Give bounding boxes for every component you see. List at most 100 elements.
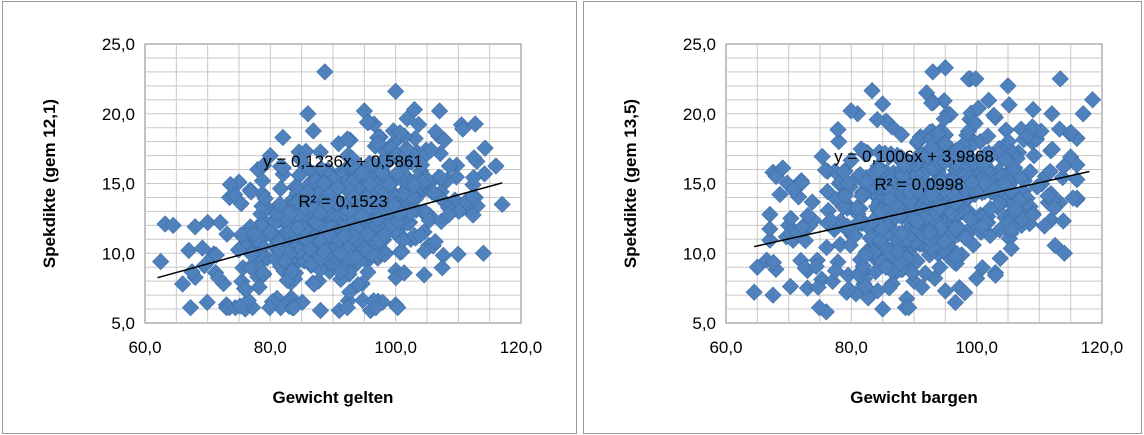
data-point [826, 262, 845, 280]
data-point [782, 209, 800, 228]
data-point [999, 77, 1017, 95]
data-point [338, 299, 356, 317]
data-point [1074, 105, 1092, 123]
plot-area [144, 43, 522, 324]
data-point [358, 113, 377, 131]
data-point [232, 226, 250, 244]
data-point [781, 277, 800, 296]
data-point [922, 186, 941, 204]
data-point [936, 282, 954, 300]
data-point [466, 115, 484, 133]
data-point [923, 94, 941, 112]
data-point [242, 183, 260, 201]
data-point [315, 174, 333, 192]
data-point [363, 193, 382, 211]
data-point [422, 141, 440, 159]
data-point [391, 124, 409, 142]
data-point [1064, 189, 1082, 207]
data-point [250, 278, 268, 296]
data-point [829, 120, 847, 139]
data-point [449, 245, 467, 263]
data-point [901, 192, 919, 210]
data-point [857, 173, 875, 191]
data-point [387, 82, 405, 101]
data-point [813, 147, 831, 166]
data-point [261, 299, 279, 317]
data-point [1068, 156, 1086, 174]
data-point [888, 242, 907, 260]
data-point [863, 82, 881, 100]
y-tick-label: 20,0 [102, 105, 135, 124]
data-point [406, 176, 424, 195]
r-squared-label: R² = 0,1523 [298, 192, 387, 211]
data-point [931, 219, 949, 237]
data-point [253, 172, 272, 190]
data-point [392, 150, 411, 169]
data-point [807, 257, 825, 276]
data-point [347, 248, 365, 266]
data-point [842, 151, 860, 169]
data-point [774, 159, 792, 177]
data-point [836, 187, 854, 205]
data-point [173, 275, 192, 293]
data-point [931, 258, 949, 277]
r-squared-label: R² = 0,0998 [874, 175, 963, 194]
data-point [493, 195, 511, 214]
data-point [285, 299, 303, 317]
y-tick-label: 15,0 [102, 175, 135, 194]
data-point [358, 225, 376, 243]
data-point [341, 283, 359, 301]
data-point [345, 188, 363, 206]
data-point [771, 185, 789, 204]
data-point [916, 264, 934, 282]
data-point [840, 280, 858, 298]
data-point [427, 123, 445, 141]
data-point [329, 178, 347, 197]
data-point [946, 220, 965, 238]
data-point [803, 193, 821, 211]
data-point [420, 211, 438, 229]
data-point [435, 131, 454, 149]
data-point [289, 219, 307, 238]
data-point [873, 220, 891, 239]
data-point [440, 157, 459, 175]
data-point [276, 252, 294, 271]
data-point [465, 168, 483, 187]
data-point [877, 258, 895, 276]
data-point [894, 167, 912, 185]
data-point [854, 257, 872, 275]
data-point [991, 194, 1009, 212]
data-point [809, 278, 827, 296]
data-point [281, 204, 299, 222]
data-point [284, 262, 302, 281]
data-point [936, 59, 954, 77]
data-point [909, 131, 927, 150]
data-point [232, 194, 250, 213]
x-tick-label: 80,0 [835, 338, 868, 357]
y-tick-label: 25,0 [683, 35, 716, 54]
trendline-equation: y = 0,1236x + 0,5861 [263, 152, 423, 171]
data-point [398, 110, 416, 128]
data-point [892, 225, 911, 243]
x-tick-label: 100,0 [955, 338, 998, 357]
data-point [985, 106, 1003, 124]
data-point [967, 70, 985, 88]
data-point [369, 134, 387, 152]
x-tick-label: 120,0 [1081, 338, 1124, 357]
data-point [973, 217, 991, 235]
data-point [311, 204, 329, 222]
data-point [936, 153, 954, 171]
data-point [353, 208, 371, 226]
scatter-chart-weight-gelten: 60,0 80,0 100,0 120,0 5,0 10,0 15,0 20,0 25,0 y =… [40, 35, 542, 407]
data-point [364, 155, 382, 173]
data-point [231, 297, 249, 315]
data-point [936, 134, 954, 152]
data-point [289, 193, 307, 211]
data-point [900, 299, 918, 317]
chart-panel-right: 60,0 80,0 100,0 120,0 5,0 10,0 15,0 20,0 25,0 y =… [583, 1, 1142, 434]
trendline-equation: y = 0,1006x + 3,9868 [834, 147, 994, 166]
data-point [394, 231, 412, 250]
data-point [304, 122, 322, 140]
data-point [241, 258, 260, 276]
data-point [393, 242, 411, 261]
